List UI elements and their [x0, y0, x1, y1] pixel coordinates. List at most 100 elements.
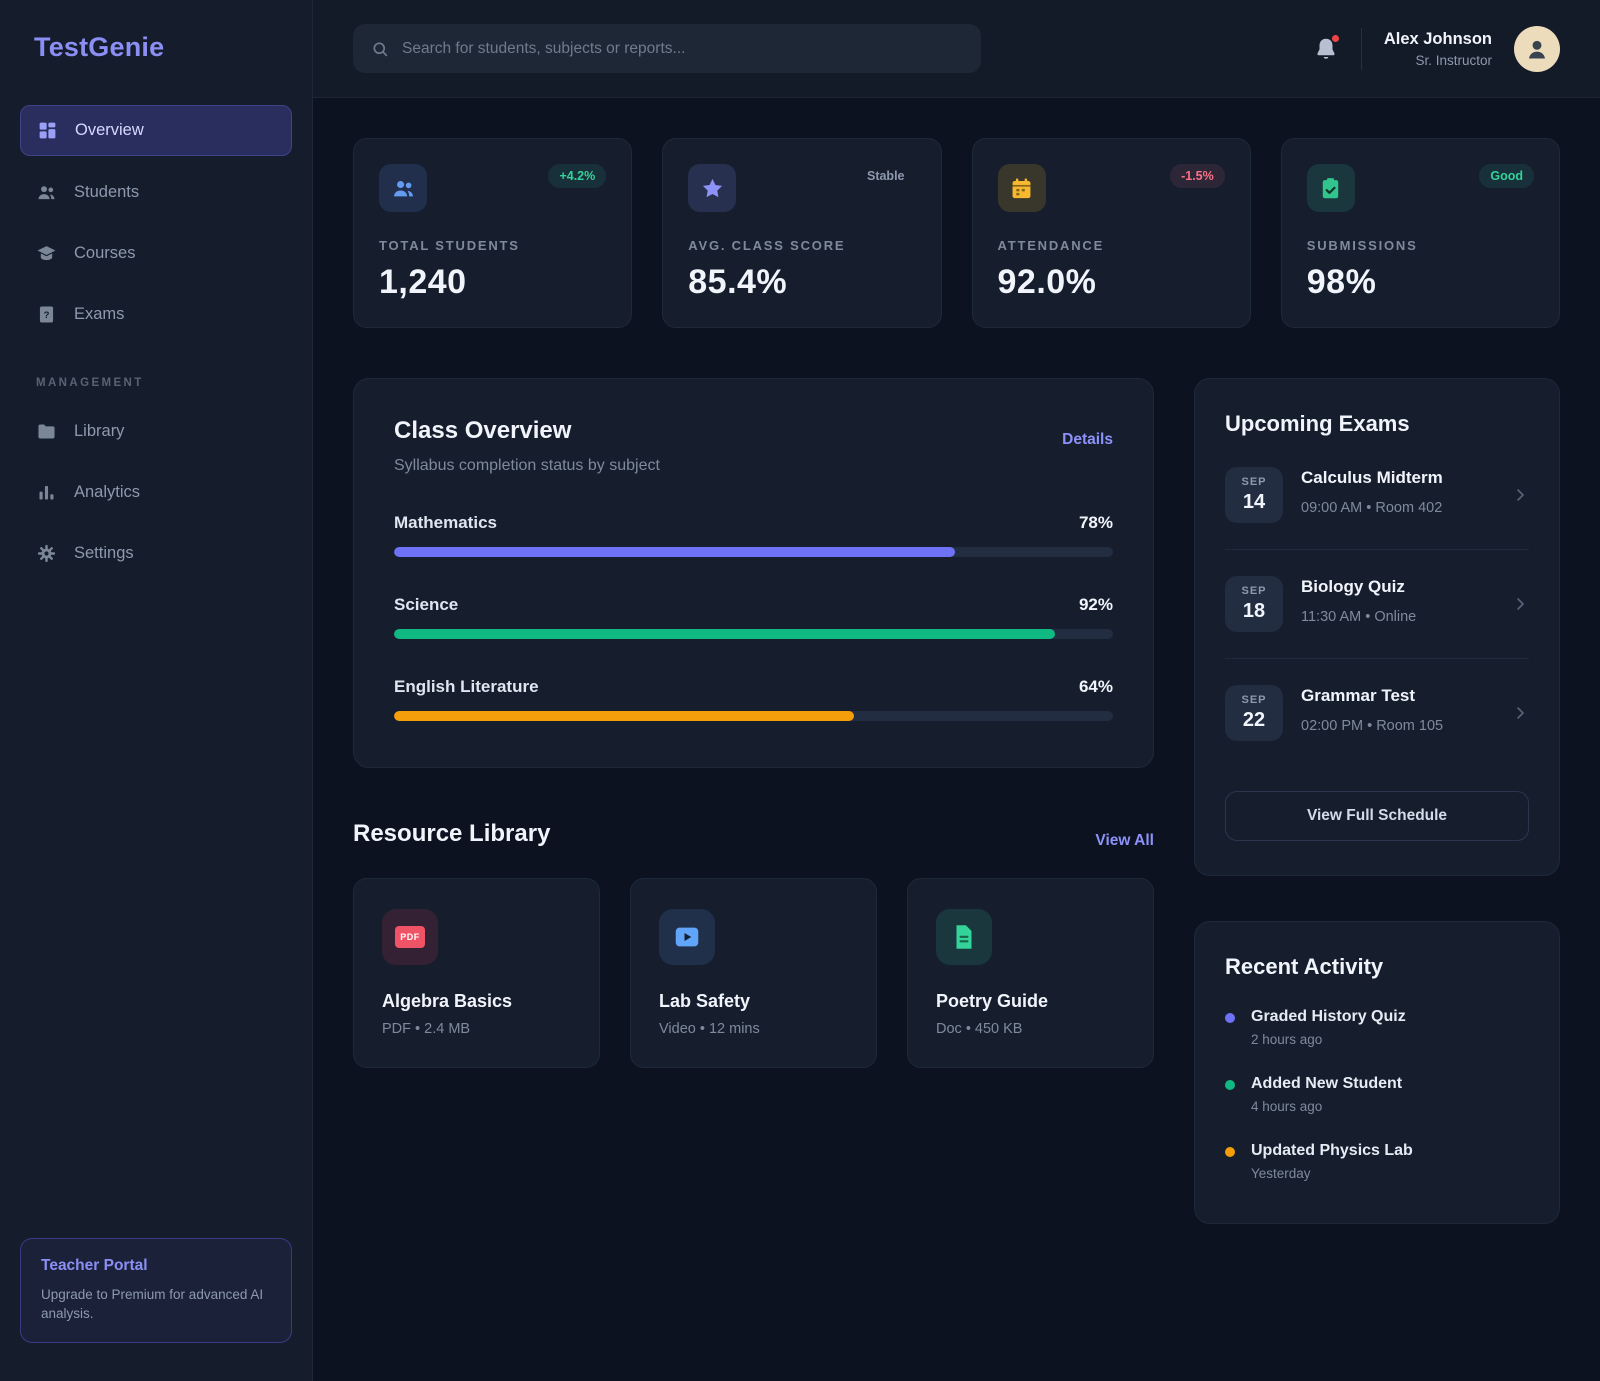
stat-value: 92.0%	[997, 263, 1097, 301]
resource-meta: Doc • 450 KB	[936, 1021, 1023, 1037]
class-overview-card: Class Overview Syllabus completion statu…	[353, 378, 1154, 768]
exam-name: Calculus Midterm	[1301, 468, 1443, 487]
bar-chart-icon	[36, 482, 57, 503]
sidebar-nav: Overview Students Courses ? Exams	[20, 105, 292, 351]
sidebar-section-label: MANAGEMENT	[36, 377, 144, 389]
avatar[interactable]	[1514, 25, 1560, 72]
stat-value: 1,240	[379, 263, 467, 301]
exam-item-grammar-test[interactable]: SEP 22 Grammar Test 02:00 PM • Room 105	[1225, 659, 1529, 767]
stat-value: 98%	[1306, 263, 1377, 301]
notification-dot	[1331, 34, 1339, 42]
star-icon	[688, 164, 737, 212]
view-all-link[interactable]: View All	[1095, 832, 1154, 849]
resource-name: Lab Safety	[659, 991, 751, 1011]
sidebar: TestGenie Overview Students Courses ? Ex…	[0, 0, 313, 1381]
details-link[interactable]: Details	[1062, 431, 1113, 448]
resource-card-algebra-basics[interactable]: PDF Algebra Basics PDF • 2.4 MB	[353, 878, 600, 1068]
app-logo: TestGenie	[34, 32, 165, 62]
chevron-right-icon	[1511, 595, 1529, 613]
view-full-schedule-button[interactable]: View Full Schedule	[1225, 791, 1529, 841]
activity-name: Added New Student	[1251, 1075, 1403, 1092]
activity-item: Graded History Quiz 2 hours ago	[1225, 1008, 1529, 1047]
teacher-portal-card[interactable]: Teacher Portal Upgrade to Premium for ad…	[20, 1237, 292, 1343]
stat-card-avg-class-score: Stable AVG. CLASS SCORE 85.4%	[662, 138, 942, 328]
resource-name: Poetry Guide	[936, 991, 1049, 1011]
progress-fill	[394, 547, 955, 557]
subject-name: English Literature	[394, 677, 539, 696]
resource-name: Algebra Basics	[382, 991, 513, 1011]
exam-date: SEP 22	[1225, 685, 1283, 741]
sidebar-item-library[interactable]: Library	[20, 407, 292, 456]
sidebar-item-exams[interactable]: ? Exams	[20, 290, 292, 339]
stat-label: ATTENDANCE	[997, 238, 1105, 253]
sidebar-item-analytics[interactable]: Analytics	[20, 468, 292, 517]
sidebar-item-label: Library	[74, 422, 125, 440]
sidebar-item-courses[interactable]: Courses	[20, 229, 292, 278]
exam-meta: 02:00 PM • Room 105	[1301, 717, 1444, 734]
stat-label: SUBMISSIONS	[1306, 238, 1418, 253]
exam-month: SEP	[1241, 476, 1267, 488]
resource-meta: PDF • 2.4 MB	[382, 1021, 471, 1037]
exam-item-calculus-midterm[interactable]: SEP 14 Calculus Midterm 09:00 AM • Room …	[1225, 441, 1529, 550]
search-bar[interactable]	[353, 24, 981, 73]
video-icon	[659, 909, 715, 965]
sidebar-item-overview[interactable]: Overview	[20, 105, 292, 156]
stat-badge: Good	[1479, 164, 1534, 188]
activity-name: Graded History Quiz	[1251, 1008, 1406, 1025]
activity-time: Yesterday	[1251, 1166, 1311, 1181]
search-input[interactable]	[402, 39, 963, 58]
stat-badge: Stable	[866, 169, 905, 183]
resource-card-poetry-guide[interactable]: Poetry Guide Doc • 450 KB	[907, 878, 1154, 1068]
user-meta: Alex Johnson Sr. Instructor	[1384, 30, 1492, 68]
left-column: Class Overview Syllabus completion statu…	[353, 378, 1154, 1068]
search-icon	[371, 40, 389, 58]
teacher-portal-title: Teacher Portal	[41, 1256, 148, 1274]
sidebar-item-label: Exams	[74, 305, 125, 323]
subject-name: Mathematics	[394, 513, 497, 532]
activity-name: Updated Physics Lab	[1251, 1142, 1413, 1159]
exam-month: SEP	[1241, 694, 1267, 706]
exam-day: 18	[1242, 600, 1266, 622]
stat-label: TOTAL STUDENTS	[379, 238, 520, 253]
stat-value: 85.4%	[688, 263, 788, 301]
stat-card-submissions: Good SUBMISSIONS 98%	[1280, 138, 1560, 328]
activity-dot	[1225, 1080, 1235, 1090]
progress-track	[394, 711, 1113, 721]
progress-fill	[394, 711, 855, 721]
activity-item: Added New Student 4 hours ago	[1225, 1075, 1529, 1114]
activity-item: Updated Physics Lab Yesterday	[1225, 1142, 1529, 1181]
sidebar-management-nav: Library Analytics Settings	[20, 407, 292, 590]
stat-label: AVG. CLASS SCORE	[688, 238, 846, 253]
stat-card-attendance: -1.5% ATTENDANCE 92.0%	[971, 138, 1251, 328]
content-grid: Class Overview Syllabus completion statu…	[353, 378, 1560, 1224]
activity-time: 2 hours ago	[1251, 1032, 1323, 1047]
progress-fill	[394, 629, 1056, 639]
resource-library-section: Resource Library View All PDF Algebra Ba…	[353, 818, 1154, 1068]
sidebar-item-label: Courses	[74, 244, 136, 262]
progress-track	[394, 629, 1113, 639]
sidebar-item-label: Overview	[75, 121, 144, 139]
doc-icon	[936, 909, 992, 965]
exam-icon: ?	[36, 304, 57, 325]
subject-percent: 78%	[1078, 513, 1113, 532]
subject-percent: 64%	[1078, 677, 1113, 696]
user-role: Sr. Instructor	[1415, 52, 1492, 68]
sidebar-item-settings[interactable]: Settings	[20, 529, 292, 578]
subject-progress-science: Science 92%	[394, 595, 1113, 639]
resource-card-lab-safety[interactable]: Lab Safety Video • 12 mins	[630, 878, 877, 1068]
user-name: Alex Johnson	[1383, 29, 1492, 48]
svg-text:?: ?	[44, 310, 50, 321]
exam-item-biology-quiz[interactable]: SEP 18 Biology Quiz 11:30 AM • Online	[1225, 550, 1529, 659]
progress-track	[394, 547, 1113, 557]
users-icon	[36, 182, 57, 203]
folder-icon	[36, 421, 57, 442]
exam-meta: 11:30 AM • Online	[1301, 608, 1417, 625]
notifications-button[interactable]	[1313, 34, 1339, 62]
exam-name: Grammar Test	[1301, 686, 1416, 705]
exam-date: SEP 14	[1225, 467, 1283, 523]
subject-name: Science	[394, 595, 459, 614]
sidebar-item-students[interactable]: Students	[20, 168, 292, 217]
sidebar-item-label: Analytics	[74, 483, 141, 501]
recent-activity-title: Recent Activity	[1225, 954, 1384, 979]
